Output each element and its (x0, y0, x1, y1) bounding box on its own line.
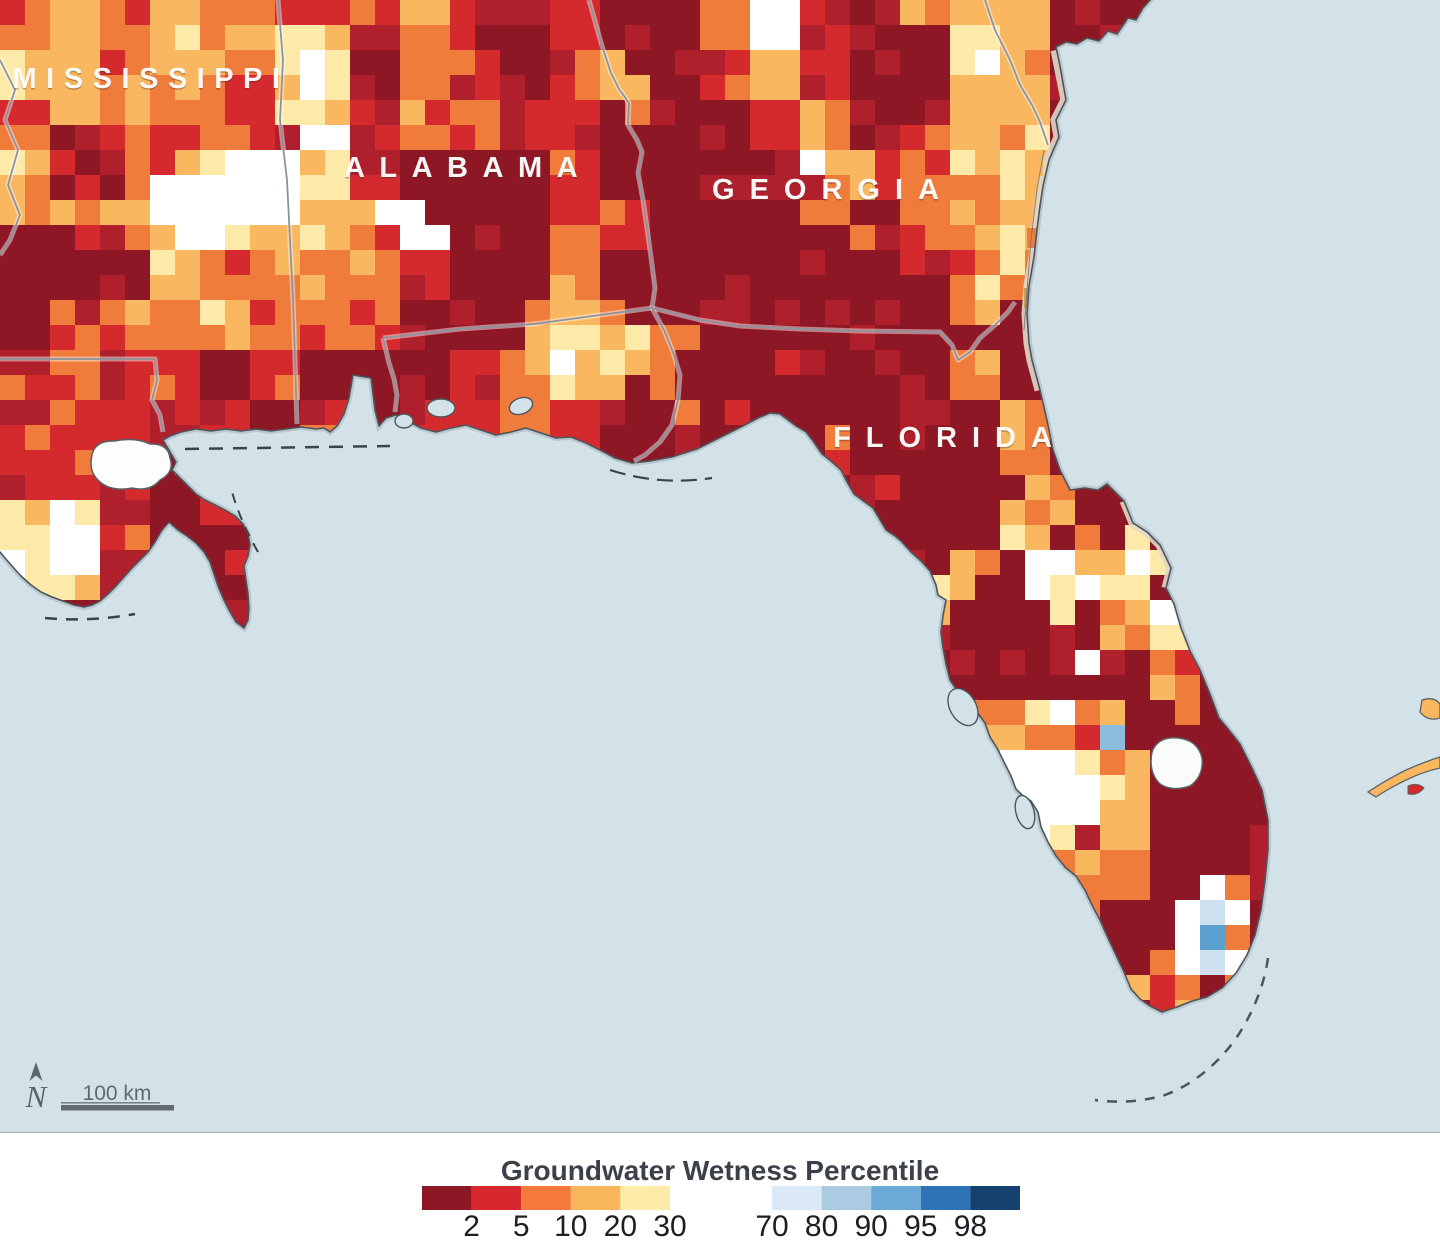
svg-text:5: 5 (513, 1210, 530, 1243)
svg-text:95: 95 (904, 1210, 937, 1243)
svg-text:20: 20 (604, 1210, 637, 1243)
svg-text:2: 2 (463, 1210, 480, 1243)
svg-text:MISSISSIPPI: MISSISSIPPI (13, 65, 290, 97)
svg-text:FLORIDA: FLORIDA (833, 424, 1067, 456)
svg-text:ALABAMA: ALABAMA (344, 152, 592, 184)
svg-text:MISSISSIPPI: MISSISSIPPI (13, 63, 290, 95)
svg-text:100 km: 100 km (83, 1082, 152, 1105)
svg-text:N: N (25, 1079, 49, 1114)
svg-text:98: 98 (954, 1210, 987, 1243)
svg-text:70: 70 (755, 1210, 788, 1243)
svg-text:ALABAMA: ALABAMA (344, 154, 592, 186)
svg-text:Groundwater Wetness Percentile: Groundwater Wetness Percentile (501, 1155, 939, 1186)
svg-text:90: 90 (855, 1210, 888, 1243)
svg-text:GEORGIA: GEORGIA (712, 176, 954, 208)
svg-text:80: 80 (805, 1210, 838, 1243)
svg-text:30: 30 (653, 1210, 686, 1243)
svg-text:GEORGIA: GEORGIA (712, 174, 954, 206)
svg-text:10: 10 (554, 1210, 587, 1243)
svg-text:FLORIDA: FLORIDA (833, 422, 1067, 454)
